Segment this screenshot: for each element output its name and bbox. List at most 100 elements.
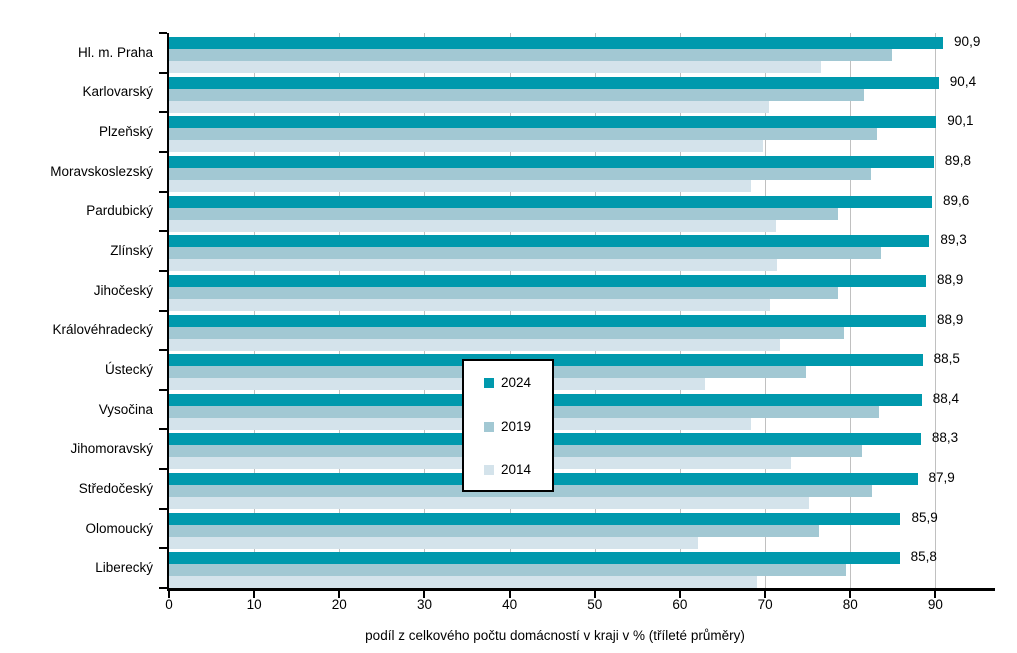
x-axis-tick-label: 30 xyxy=(416,597,432,612)
bar-2024 xyxy=(169,155,934,168)
x-axis-tick-label: 20 xyxy=(331,597,347,612)
legend-item-2024: 2024 xyxy=(484,375,531,391)
bar-2019 xyxy=(169,286,839,299)
bar-2024 xyxy=(169,37,944,49)
x-axis-tick xyxy=(764,591,767,598)
bar-2024 xyxy=(169,76,939,89)
x-axis-tick xyxy=(508,591,511,598)
bar-group: 90,9 xyxy=(169,33,995,73)
y-axis-tick xyxy=(159,547,167,549)
data-label: 89,6 xyxy=(942,192,970,208)
data-label: 88,5 xyxy=(933,351,960,367)
x-axis-tick-label: 70 xyxy=(757,597,773,612)
data-label: 88,3 xyxy=(931,430,959,446)
data-label: 89,3 xyxy=(940,232,967,248)
bar-group: 90,1 xyxy=(169,112,995,153)
x-axis-tick xyxy=(593,591,596,598)
y-axis-tick xyxy=(159,310,167,312)
x-axis-title: podíl z celkového počtu domácností v kra… xyxy=(365,628,745,643)
data-label: 88,9 xyxy=(937,271,964,287)
bar-2024 xyxy=(169,552,900,565)
bar-2024 xyxy=(169,512,901,525)
bar-2014 xyxy=(169,497,809,510)
x-axis-tick-labels: 0 10 20 30 40 50 60 70 80 90 xyxy=(165,597,995,615)
category-label: Vysočina xyxy=(98,401,153,417)
legend-label: 2024 xyxy=(501,375,532,390)
bar-2019 xyxy=(169,207,839,220)
bar-2014 xyxy=(169,140,764,153)
data-label: 90,9 xyxy=(954,34,981,49)
x-axis-tick xyxy=(338,591,341,598)
y-axis-tick xyxy=(159,151,167,153)
x-axis-tick xyxy=(678,591,681,598)
bar-2019 xyxy=(169,49,892,61)
category-label: Plzeňský xyxy=(98,124,153,140)
y-axis-tick xyxy=(159,191,167,193)
data-label: 85,9 xyxy=(911,509,938,525)
bar-group: 88,9 xyxy=(169,271,995,311)
bar-group: 85,9 xyxy=(169,509,995,549)
bar-2019 xyxy=(169,128,878,141)
bar-2024 xyxy=(169,314,927,327)
bar-group: 87,9 xyxy=(169,469,995,510)
bar-2019 xyxy=(169,326,845,339)
legend-swatch-2014 xyxy=(484,465,494,475)
y-axis-tick xyxy=(159,111,167,113)
x-axis-tick-label: 10 xyxy=(246,597,262,612)
x-axis-tick xyxy=(253,591,256,598)
bar-2019 xyxy=(169,564,846,577)
category-label: Středočeský xyxy=(78,480,153,496)
category-label: Pardubický xyxy=(86,203,153,219)
x-axis-tick-label: 50 xyxy=(587,597,603,612)
y-axis-tick xyxy=(159,32,167,34)
x-axis-tick-label: 0 xyxy=(165,597,173,612)
bar-2014 xyxy=(169,417,751,430)
gridline-80 xyxy=(850,33,852,588)
category-label: Jihomoravský xyxy=(70,441,153,457)
category-label: Olomoucký xyxy=(85,520,153,536)
bar-2014 xyxy=(169,338,780,351)
x-axis-tick xyxy=(849,591,852,598)
legend-item-2019: 2019 xyxy=(484,419,531,435)
category-label: Jihočeský xyxy=(93,282,153,298)
bar-2024 xyxy=(169,274,927,287)
bar-2014 xyxy=(169,536,698,549)
y-axis-tick xyxy=(159,468,167,470)
bar-2019 xyxy=(169,167,871,180)
bar-2014 xyxy=(169,259,777,272)
bar-2014 xyxy=(169,179,752,192)
y-axis-tick xyxy=(159,587,167,589)
bar-2019 xyxy=(169,88,864,101)
bar-group: 89,3 xyxy=(169,231,995,272)
category-label: Zlínský xyxy=(110,243,153,259)
category-label: Ústecký xyxy=(104,361,153,377)
x-axis-tick xyxy=(423,591,426,598)
legend-swatch-2024 xyxy=(484,378,494,388)
bar-2014 xyxy=(169,576,758,589)
category-label: Liberecký xyxy=(95,560,153,576)
legend-label: 2014 xyxy=(501,462,532,477)
bar-group: 89,8 xyxy=(169,152,995,192)
y-axis-tick xyxy=(159,508,167,510)
bar-group: 88,5 xyxy=(169,350,995,391)
data-label: 90,4 xyxy=(949,73,977,89)
bar-group: 88,9 xyxy=(169,311,995,351)
plot-area: 2024 2019 2014 90,9 90,4 90,1 89,8 89,6 89,3 88,… xyxy=(159,32,995,598)
x-axis-tick-label: 40 xyxy=(502,597,518,612)
legend-label: 2019 xyxy=(501,418,532,434)
y-axis-tick xyxy=(159,349,167,351)
y-axis-tick xyxy=(159,389,167,391)
y-axis-tick xyxy=(159,270,167,272)
x-axis-tick-label: 90 xyxy=(927,597,943,612)
x-axis-tick-label: 60 xyxy=(672,597,688,612)
y-axis-tick xyxy=(159,230,167,232)
bar-2014 xyxy=(169,378,706,391)
legend-swatch-2019 xyxy=(484,421,494,432)
data-label: 85,8 xyxy=(910,549,937,565)
bar-2019 xyxy=(169,247,881,260)
category-label: Hl. m. Praha xyxy=(77,44,153,60)
category-label: Královéhradecký xyxy=(52,322,153,338)
y-axis-tick xyxy=(159,72,167,74)
y-axis-category-labels: Hl. m. Praha Karlovarský Plzeňský Moravskos… xyxy=(0,33,153,588)
